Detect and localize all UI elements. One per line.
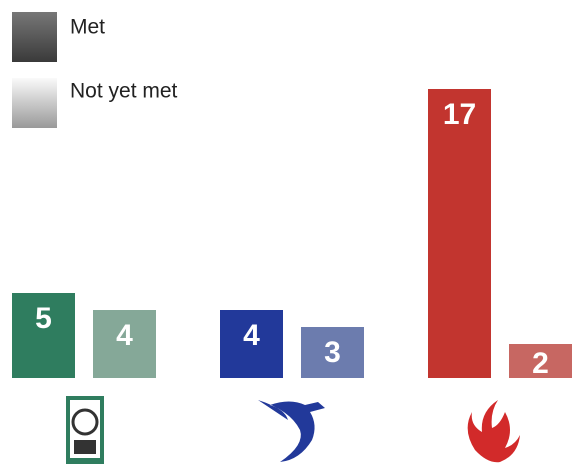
- logos: [66, 396, 520, 464]
- logo-dragon: [258, 400, 325, 462]
- bar: [428, 89, 491, 378]
- logo-phoenix: [467, 400, 520, 463]
- bar: [509, 344, 572, 378]
- bar-value-label: 5: [35, 302, 52, 335]
- bar: [93, 310, 156, 378]
- legend-swatch: [12, 78, 57, 128]
- bar-value-label: 2: [532, 347, 549, 380]
- bar-value-label: 4: [116, 319, 133, 352]
- bar: [12, 293, 75, 378]
- bar-value-label: 3: [324, 336, 341, 369]
- legend-swatch: [12, 12, 57, 62]
- legend-label: Met: [70, 16, 105, 39]
- legend-label: Not yet met: [70, 80, 178, 103]
- bar: [301, 327, 364, 378]
- bar-value-label: 17: [443, 98, 476, 131]
- bar: [220, 310, 283, 378]
- bar-value-label: 4: [243, 319, 260, 352]
- logo-crest: [66, 396, 104, 464]
